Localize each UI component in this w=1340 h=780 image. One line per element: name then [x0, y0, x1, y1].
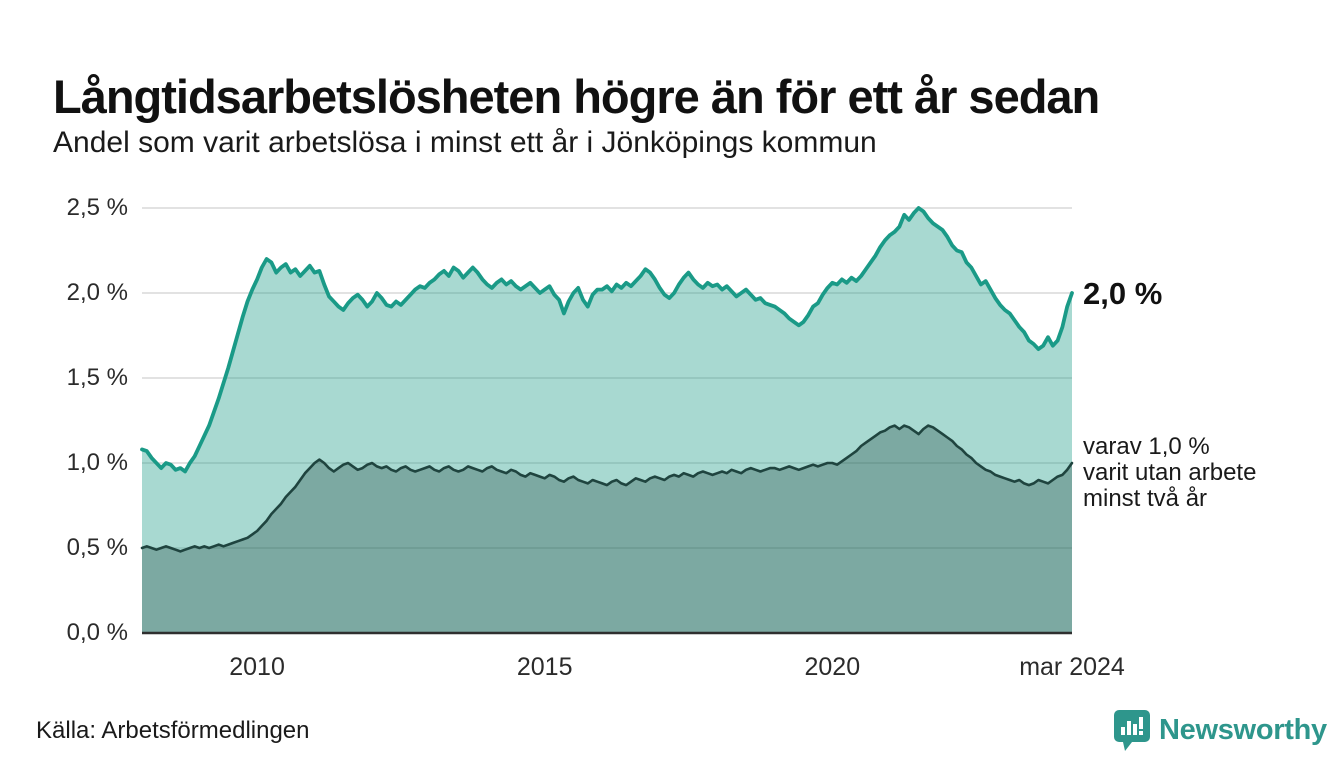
x-tick-label: 2015 [516, 653, 573, 681]
area-total-one-year [142, 208, 1072, 633]
source-note: Källa: Arbetsförmedlingen [36, 717, 310, 744]
newsworthy-logo-icon [1114, 710, 1150, 751]
newsworthy-wordmark: Newsworthy [1159, 714, 1327, 746]
gridlines [142, 207, 1072, 549]
y-tick-label: 2,5 % [66, 194, 128, 221]
two-year-annotation-line1: varav 1,0 % [1083, 433, 1210, 460]
line-two-years [140, 424, 1074, 553]
x-tick-label: 2010 [229, 653, 285, 681]
x-tick-label: mar 2024 [1019, 653, 1125, 681]
y-tick-label: 1,5 % [66, 364, 128, 391]
line-total-one-year [140, 206, 1074, 474]
y-tick-label: 0,5 % [66, 534, 128, 561]
two-year-annotation-line2: varit utan arbete [1083, 459, 1257, 486]
two-year-annotation-line3: minst två år [1083, 485, 1208, 512]
newsworthy-logo: Newsworthy [1113, 709, 1327, 753]
y-tick-label: 1,0 % [66, 449, 128, 476]
latest-value-label: 2,0 % [1083, 276, 1163, 311]
page-title: Långtidsarbetslösheten högre än för ett … [53, 70, 1100, 124]
chart-areas [142, 208, 1072, 633]
chart-lines [140, 206, 1074, 553]
y-tick-label: 2,0 % [66, 279, 128, 306]
area-two-years [142, 425, 1072, 633]
chart-subtitle: Andel som varit arbetslösa i minst ett å… [53, 126, 877, 159]
x-tick-label: 2020 [804, 653, 861, 681]
two-year-annotation: varav 1,0 % varit utan arbete minst två … [1083, 434, 1256, 512]
y-tick-label: 0,0 % [66, 619, 128, 646]
